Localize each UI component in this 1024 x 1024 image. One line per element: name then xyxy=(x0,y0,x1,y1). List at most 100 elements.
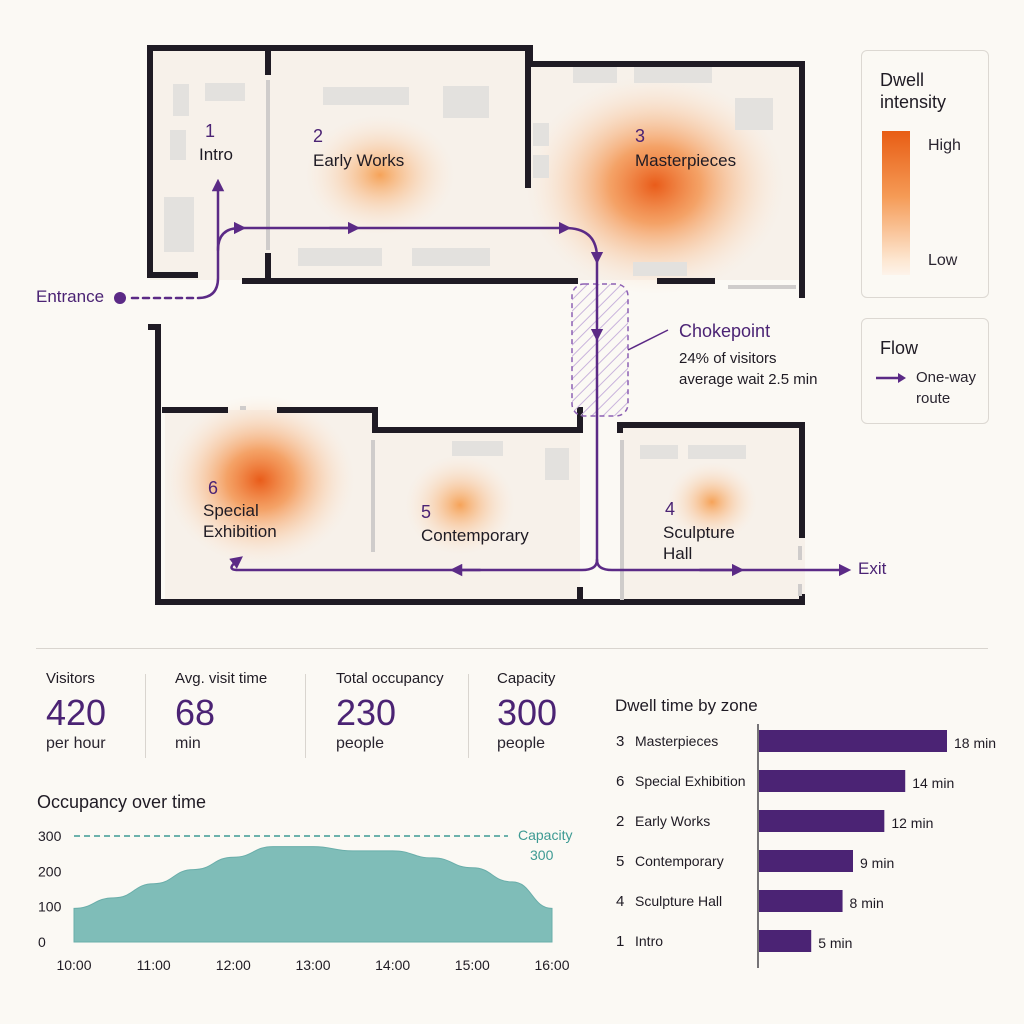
x-tick-label: 11:00 xyxy=(137,957,171,973)
heat-spot-zone-5 xyxy=(405,455,515,555)
capacity-reference-value: 300 xyxy=(530,847,554,863)
dwell-gradient-bar xyxy=(882,131,910,275)
y-tick-label: 0 xyxy=(38,934,46,950)
wall-openings xyxy=(240,80,802,600)
stat-label: Visitors xyxy=(46,670,95,687)
zone-1-name: Intro xyxy=(199,145,233,164)
flow-arrow-icon xyxy=(876,373,906,383)
stat-unit: people xyxy=(497,735,546,752)
stat-avg-visit-time: Avg. visit time 68 min xyxy=(175,670,267,753)
bar xyxy=(759,890,843,912)
stat-separator xyxy=(468,674,469,758)
zone-4-name: Sculpture Hall xyxy=(663,523,735,563)
flow-legend-item-line-1: One-way xyxy=(916,369,977,386)
dwell-legend-title-line-2: intensity xyxy=(880,92,947,112)
chokepoint-marker xyxy=(571,283,669,417)
x-tick-label: 14:00 xyxy=(375,957,410,973)
stat-visitors: Visitors 420 per hour xyxy=(46,670,106,753)
heat-spot-zone-6 xyxy=(165,395,355,565)
stat-value: 230 xyxy=(336,692,397,733)
x-tick-label: 13:00 xyxy=(295,957,330,973)
bar-category-label: Masterpieces xyxy=(635,733,718,749)
zone-6-name: Special Exhibition xyxy=(203,501,277,541)
visitor-route xyxy=(114,178,852,577)
stat-unit: per hour xyxy=(46,735,106,752)
bar-category-label: Intro xyxy=(635,933,663,949)
stat-label: Capacity xyxy=(497,670,556,687)
dwell-legend-high: High xyxy=(928,137,961,154)
zone-1-number: 1 xyxy=(205,121,215,141)
x-tick-label: 16:00 xyxy=(534,957,569,973)
bar-category-number: 2 xyxy=(616,813,624,830)
chokepoint-title: Chokepoint xyxy=(679,321,770,341)
bar-value-label: 12 min xyxy=(891,815,933,831)
bar xyxy=(759,810,885,832)
x-tick-label: 12:00 xyxy=(216,957,251,973)
entrance-label: Entrance xyxy=(36,287,104,306)
zone-3-number: 3 xyxy=(635,126,645,146)
flow-legend-title: Flow xyxy=(880,338,919,358)
bar xyxy=(759,930,812,952)
route-intro-branch xyxy=(196,178,225,300)
occupancy-area-chart: 0 100 200 300 Capacity 300 10:00 11:00 12:00 13:0… xyxy=(38,827,572,973)
route-westward xyxy=(229,556,599,572)
zone-5-name: Contemporary xyxy=(421,526,529,545)
bar-category-number: 5 xyxy=(616,853,624,870)
stat-unit: people xyxy=(336,735,385,752)
bar-category-number: 4 xyxy=(616,893,624,910)
stat-value: 68 xyxy=(175,692,216,733)
floor-plan: 1 Intro 2 Early Works 3 Masterpieces 4 S… xyxy=(36,45,887,605)
bar-category-label: Contemporary xyxy=(635,853,724,869)
bar-value-label: 5 min xyxy=(818,935,852,951)
bar xyxy=(759,850,853,872)
chokepoint-line-2: average wait 2.5 min xyxy=(679,371,817,388)
stat-label: Avg. visit time xyxy=(175,670,268,687)
zone-2-number: 2 xyxy=(313,126,323,146)
stat-value: 420 xyxy=(46,692,107,733)
y-tick-label: 200 xyxy=(38,863,62,879)
bar-value-label: 14 min xyxy=(912,775,954,791)
zone-4-number: 4 xyxy=(665,499,675,519)
y-tick-label: 300 xyxy=(38,828,62,844)
bar-category-number: 3 xyxy=(616,733,624,750)
stat-unit: min xyxy=(175,735,201,752)
dwell-intensity-legend: Dwell intensity High Low xyxy=(861,50,989,298)
bar-category-label: Sculpture Hall xyxy=(635,893,722,909)
entrance-dot xyxy=(114,292,126,304)
x-tick-label: 15:00 xyxy=(455,957,490,973)
route-to-masterpieces xyxy=(216,221,604,342)
stat-label: Total occupancy xyxy=(336,670,444,687)
occupancy-chart-title: Occupancy over time xyxy=(37,792,207,812)
heat-spot-zone-4 xyxy=(667,462,757,542)
stat-capacity: Capacity 300 people xyxy=(497,670,557,753)
bar xyxy=(759,730,947,752)
bar-value-label: 8 min xyxy=(850,895,884,911)
zone-2-name: Early Works xyxy=(313,151,404,170)
chokepoint-line-1: 24% of visitors xyxy=(679,350,777,367)
flow-legend-item-line-2: route xyxy=(916,390,951,407)
capacity-reference-label: Capacity xyxy=(518,827,572,843)
exit-label: Exit xyxy=(858,559,887,578)
dwell-legend-title-line-1: Dwell xyxy=(880,70,925,90)
bar-value-label: 18 min xyxy=(954,735,996,751)
bar-category-label: Early Works xyxy=(635,813,710,829)
stat-separator xyxy=(305,674,306,758)
occupancy-area xyxy=(73,846,553,943)
x-tick-label: 10:00 xyxy=(56,957,91,973)
section-divider xyxy=(36,648,988,649)
zone-3-name: Masterpieces xyxy=(635,151,736,170)
flow-legend: Flow One-way route xyxy=(861,318,989,424)
dwell-legend-low: Low xyxy=(928,252,958,269)
stat-separator xyxy=(145,674,146,758)
dwell-bar-chart: 3 Masterpieces 18 min 6 Special Exhibition 14… xyxy=(616,724,996,968)
bar-category-label: Special Exhibition xyxy=(635,773,746,789)
heat-spot-zone-2 xyxy=(305,115,455,235)
stat-total-occupancy: Total occupancy 230 people xyxy=(336,670,444,753)
bar-category-number: 6 xyxy=(616,773,624,790)
zone-6-number: 6 xyxy=(208,478,218,498)
bar-value-label: 9 min xyxy=(860,855,894,871)
bar xyxy=(759,770,906,792)
zone-5-number: 5 xyxy=(421,502,431,522)
dwell-bar-chart-title: Dwell time by zone xyxy=(615,696,758,715)
y-tick-label: 100 xyxy=(38,899,62,915)
